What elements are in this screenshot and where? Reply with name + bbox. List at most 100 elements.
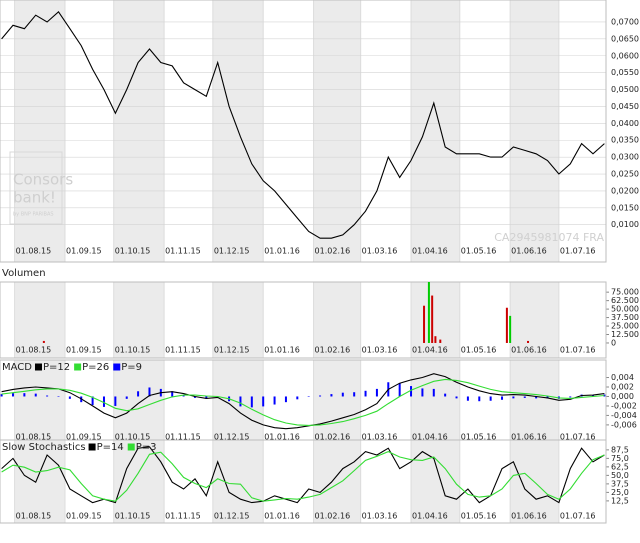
histogram-bar <box>239 396 242 407</box>
volume-bar <box>423 305 426 343</box>
legend-label: P=26 <box>82 362 109 373</box>
histogram-bar <box>319 395 322 397</box>
legend-swatch <box>74 363 82 371</box>
histogram-bar <box>46 395 49 397</box>
x-tick-label: 01.04.16 <box>412 433 448 442</box>
x-tick-label: 01.03.16 <box>362 346 398 355</box>
x-tick-label: 01.08.15 <box>16 346 52 355</box>
legend-swatch <box>113 363 121 371</box>
x-tick-label: 01.03.16 <box>362 247 398 256</box>
month-band <box>212 440 264 523</box>
month-band <box>212 360 264 440</box>
y-tick-label: 0,0200 <box>611 186 639 195</box>
y-tick-label: 25,0 <box>611 488 629 497</box>
histogram-bar <box>148 387 151 397</box>
y-tick-label: 12.500 <box>611 330 639 339</box>
volume-bar <box>505 307 508 343</box>
histogram-bar <box>23 393 26 397</box>
histogram-bar <box>68 396 71 399</box>
panel-title: MACD <box>2 362 32 373</box>
y-tick-label: -0,002 <box>611 401 637 410</box>
series-line <box>1 10 605 239</box>
x-tick-label: 01.09.15 <box>66 346 102 355</box>
y-tick-label: 0,0450 <box>611 102 639 111</box>
month-band <box>411 282 460 358</box>
x-tick-label: 01.10.15 <box>115 512 151 521</box>
month-band <box>313 282 361 358</box>
x-tick-label: 01.12.15 <box>214 433 250 442</box>
x-tick-label: 01.07.16 <box>560 247 596 256</box>
legend-label: P=14 <box>97 442 124 453</box>
histogram-bar <box>102 396 105 407</box>
x-tick-label: 01.07.16 <box>560 433 596 442</box>
x-tick-label: 01.09.15 <box>66 512 102 521</box>
y-tick-label: 0,0650 <box>611 34 639 43</box>
panel-title: Slow Stochastics <box>2 442 86 453</box>
watermark: CA2945981074 FRA <box>494 231 604 244</box>
x-tick-label: 01.04.16 <box>412 247 448 256</box>
histogram-bar <box>114 396 117 406</box>
volume-bar <box>431 295 434 343</box>
x-tick-label: 01.07.16 <box>560 346 596 355</box>
y-tick-label: 0,000 <box>611 392 634 401</box>
month-band <box>313 360 361 440</box>
histogram-bar <box>398 383 401 397</box>
x-tick-label: 01.02.16 <box>315 512 351 521</box>
x-tick-label: 01.10.15 <box>115 346 151 355</box>
histogram-bar <box>489 396 492 401</box>
histogram-bar <box>11 393 14 397</box>
y-tick-label: 0,0400 <box>611 119 639 128</box>
y-tick-label: 0,0100 <box>611 220 639 229</box>
x-tick-label: 01.09.15 <box>66 433 102 442</box>
x-tick-label: 01.09.15 <box>66 247 102 256</box>
month-band <box>510 0 559 262</box>
x-tick-label: 01.05.16 <box>461 346 497 355</box>
volume-bar <box>527 340 530 343</box>
histogram-bar <box>0 394 3 397</box>
histogram-bar <box>353 392 356 397</box>
x-tick-label: 01.10.15 <box>115 433 151 442</box>
x-tick-label: 01.12.15 <box>214 346 250 355</box>
histogram-bar <box>455 396 458 399</box>
x-tick-label: 01.03.16 <box>362 433 398 442</box>
histogram-bar <box>523 396 526 398</box>
y-tick-label: 0,002 <box>611 383 634 392</box>
month-band <box>313 440 361 523</box>
series-line <box>1 446 605 504</box>
logo-tagline: by BNP PARIBAS <box>13 212 54 218</box>
y-tick-label: 0,0550 <box>611 68 639 77</box>
y-tick-label: 12,5 <box>611 496 629 505</box>
y-tick-label: -0,006 <box>611 420 637 429</box>
x-tick-label: 01.12.15 <box>214 512 250 521</box>
y-tick-label: 0,0700 <box>611 17 639 26</box>
panel-frame <box>0 281 607 359</box>
x-tick-label: 01.06.16 <box>511 346 547 355</box>
panel-background <box>0 282 606 358</box>
legend-label: P=12 <box>43 362 70 373</box>
logo-text: Consors <box>13 171 73 189</box>
y-tick-label: 75.000 <box>611 288 639 297</box>
month-band <box>510 360 559 440</box>
volume-bar <box>427 282 430 343</box>
histogram-bar <box>330 394 333 397</box>
panel-title: Volumen <box>2 268 46 279</box>
panels: 01.08.15 01.09.15 01.10.15 01.11.15 01.12.15… <box>0 0 639 524</box>
histogram-bar <box>535 396 538 399</box>
legend-swatch <box>34 363 42 371</box>
y-tick-label: 0,0150 <box>611 203 639 212</box>
histogram-bar <box>171 391 174 397</box>
histogram-bar <box>421 388 424 397</box>
x-tick-label: 01.06.16 <box>511 512 547 521</box>
x-tick-label: 01.11.15 <box>165 512 201 521</box>
x-tick-label: 01.05.16 <box>461 512 497 521</box>
x-tick-label: 01.08.15 <box>16 433 52 442</box>
x-tick-label: 01.11.15 <box>165 346 201 355</box>
x-tick-label: 01.06.16 <box>511 433 547 442</box>
x-tick-label: 01.01.16 <box>264 433 300 442</box>
x-tick-label: 01.05.16 <box>461 433 497 442</box>
x-tick-label: 01.01.16 <box>264 512 300 521</box>
y-tick-label: 0,004 <box>611 373 634 382</box>
x-tick-label: 01.01.16 <box>264 247 300 256</box>
month-band <box>411 360 460 440</box>
